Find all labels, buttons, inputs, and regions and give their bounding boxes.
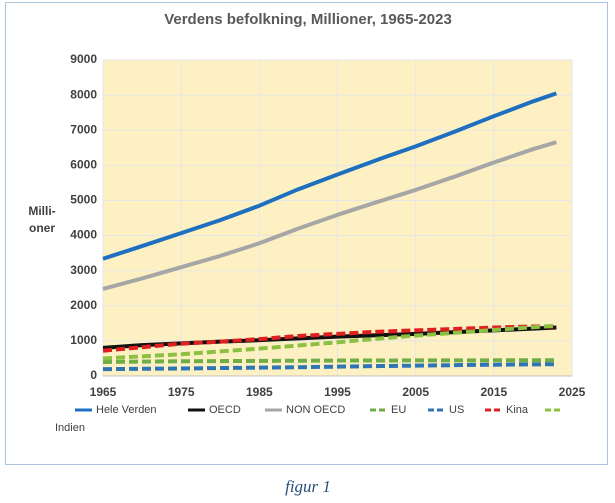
y-tick-label: 5000 bbox=[70, 193, 97, 207]
y-tick-label: 3000 bbox=[70, 263, 97, 277]
data-line bbox=[102, 91, 558, 261]
y-tick-label: 2000 bbox=[70, 298, 97, 312]
data-line bbox=[102, 324, 557, 353]
legend-label: Kina bbox=[506, 404, 529, 416]
y-axis-label: oner bbox=[29, 221, 55, 235]
legend-label: OECD bbox=[209, 404, 241, 416]
caption: figur 1 bbox=[285, 477, 331, 496]
x-tick-label: 1965 bbox=[90, 385, 117, 399]
legend-label: NON OECD bbox=[286, 404, 345, 416]
y-tick-label: 6000 bbox=[70, 158, 97, 172]
chart-title: Verdens befolkning, Millioner, 1965-2023 bbox=[164, 11, 452, 28]
x-tick-label: 1995 bbox=[324, 385, 351, 399]
y-tick-label: 8000 bbox=[70, 87, 97, 101]
data-line bbox=[102, 362, 557, 372]
x-tick-label: 2025 bbox=[559, 385, 586, 399]
legend-label: Indien bbox=[55, 422, 85, 434]
data-line bbox=[102, 358, 557, 364]
y-tick-label: 9000 bbox=[70, 52, 97, 66]
y-tick-label: 0 bbox=[90, 368, 97, 382]
x-tick-label: 1985 bbox=[246, 385, 273, 399]
x-tick-label: 1975 bbox=[168, 385, 195, 399]
legend-label: EU bbox=[391, 404, 406, 416]
y-tick-label: 7000 bbox=[70, 122, 97, 136]
data-line bbox=[102, 140, 557, 291]
x-tick-label: 2005 bbox=[402, 385, 429, 399]
data-line bbox=[102, 323, 557, 361]
y-axis-label: Milli- bbox=[28, 204, 55, 218]
y-tick-label: 1000 bbox=[70, 333, 97, 347]
legend-label: US bbox=[449, 404, 464, 416]
x-tick-label: 2015 bbox=[480, 385, 507, 399]
legend-label: Hele Verden bbox=[96, 404, 157, 416]
y-tick-label: 4000 bbox=[70, 228, 97, 242]
